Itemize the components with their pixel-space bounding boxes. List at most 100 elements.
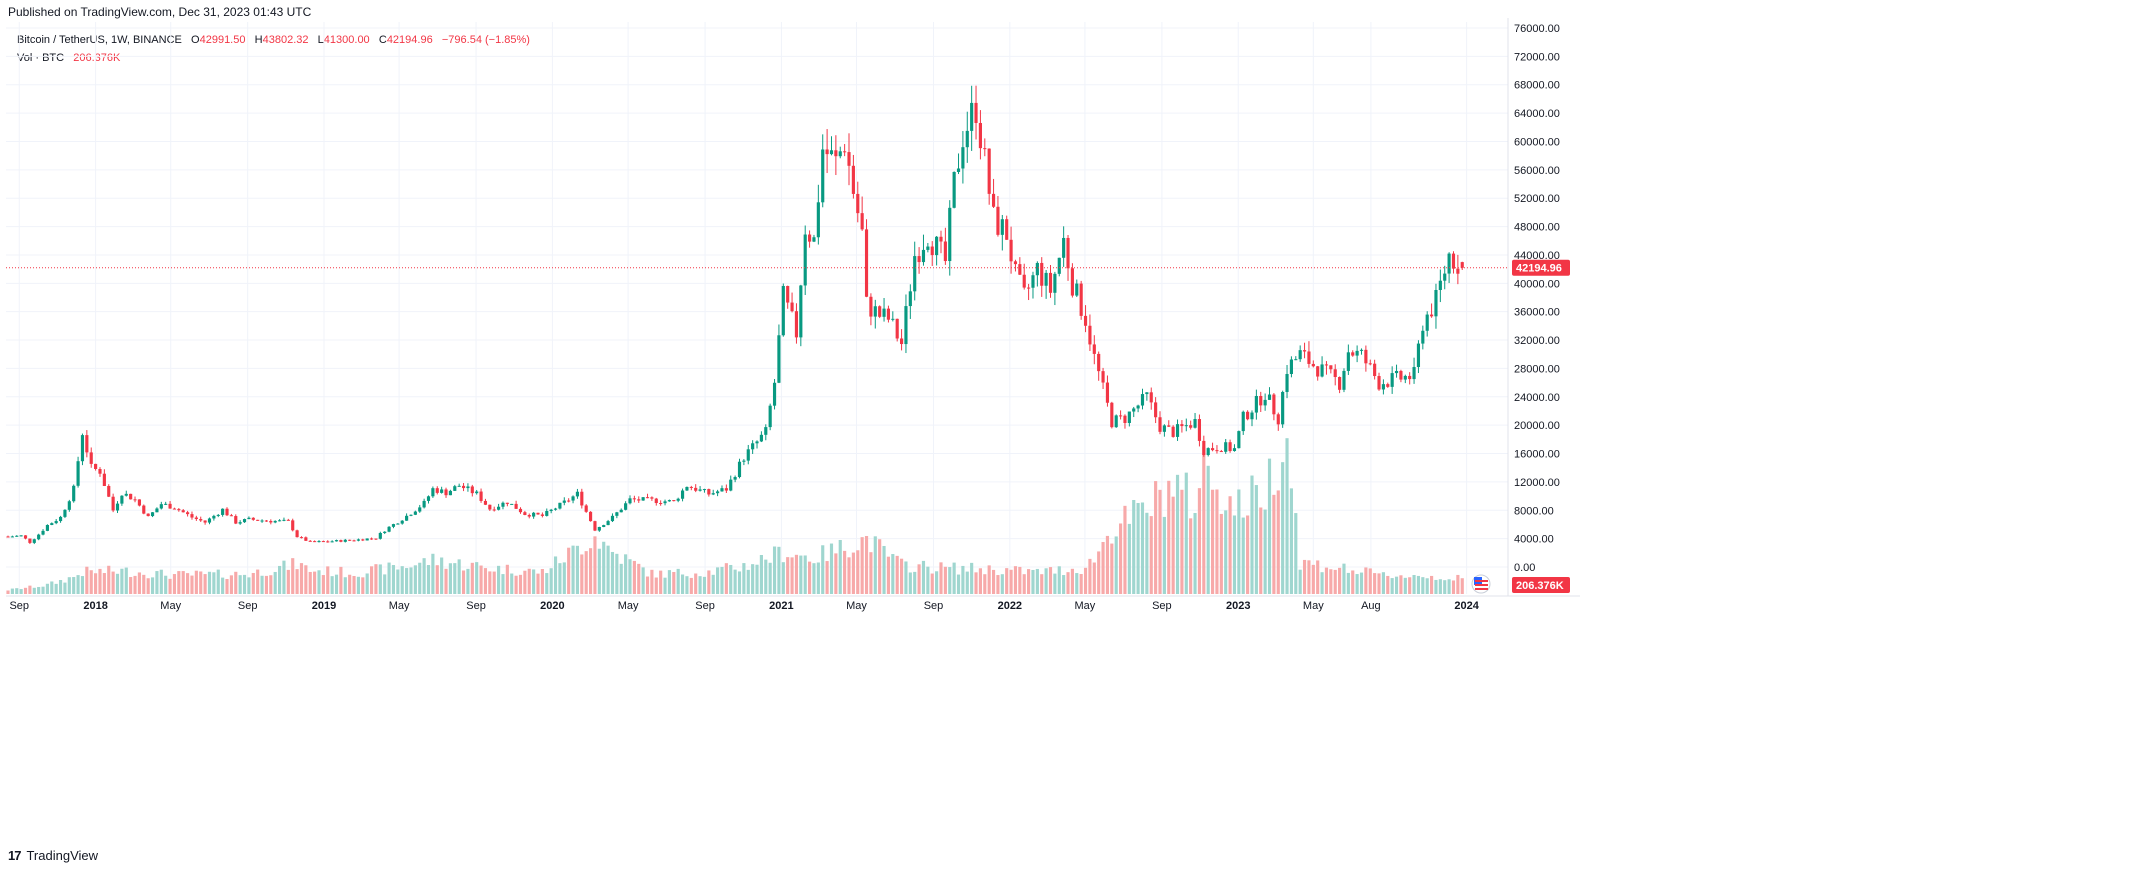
volume-bar bbox=[597, 548, 601, 594]
volume-bar bbox=[1053, 573, 1057, 594]
volume-bar bbox=[983, 574, 987, 594]
tradingview-footer[interactable]: 17 TradingView bbox=[8, 848, 98, 863]
volume-bar bbox=[295, 569, 299, 594]
volume-bar bbox=[1298, 569, 1302, 594]
volume-bar bbox=[637, 563, 641, 594]
volume-bar bbox=[282, 560, 286, 594]
candle-body bbox=[177, 509, 181, 511]
volume-bar bbox=[786, 557, 790, 594]
candle-body bbox=[247, 517, 251, 520]
candle-body bbox=[348, 539, 352, 541]
published-caption: Published on TradingView.com, Dec 31, 20… bbox=[8, 5, 312, 19]
us-flag-icon[interactable] bbox=[1471, 574, 1491, 594]
candle-body bbox=[1000, 219, 1004, 235]
volume-bar bbox=[847, 557, 851, 594]
volume-bar bbox=[317, 570, 321, 594]
volume-bar bbox=[864, 536, 869, 594]
candle-body bbox=[207, 518, 212, 523]
y-tick-label: 16000.00 bbox=[1514, 449, 1560, 461]
volume-bar bbox=[207, 571, 212, 594]
volume-bar bbox=[286, 569, 290, 594]
candle-body bbox=[628, 498, 632, 504]
candle-body bbox=[291, 520, 295, 531]
volume-bar bbox=[575, 545, 580, 594]
candle-body bbox=[326, 541, 330, 543]
candle-body bbox=[1329, 365, 1333, 370]
candle-body bbox=[155, 508, 159, 513]
volume-bar bbox=[199, 571, 203, 594]
volume-bar bbox=[996, 575, 1000, 594]
candle-body bbox=[777, 335, 781, 383]
candle-body bbox=[1018, 264, 1022, 275]
candle-body bbox=[637, 499, 641, 501]
volume-bar bbox=[615, 553, 619, 594]
candle-body bbox=[847, 152, 851, 166]
volume-bar bbox=[203, 574, 207, 594]
candle-body bbox=[1079, 283, 1083, 316]
volume-bar bbox=[453, 563, 457, 594]
candle-body bbox=[1425, 314, 1429, 331]
candle-body bbox=[759, 434, 763, 442]
x-tick-label: 2023 bbox=[1226, 600, 1250, 612]
candle-body bbox=[514, 503, 518, 509]
candle-body bbox=[221, 508, 225, 515]
candle-body bbox=[466, 486, 470, 489]
volume-bar bbox=[1228, 496, 1232, 594]
candle-body bbox=[168, 503, 172, 509]
candle-body bbox=[716, 491, 720, 494]
candle-body bbox=[685, 486, 689, 491]
volume-bar bbox=[1040, 574, 1044, 594]
volume-bar bbox=[137, 572, 141, 594]
volume-bar bbox=[146, 578, 150, 594]
volume-bar bbox=[1237, 489, 1241, 594]
volume-bar bbox=[588, 548, 593, 594]
volume-bar bbox=[825, 561, 829, 594]
symbol-name[interactable]: Bitcoin / TetherUS, 1W, BINANCE bbox=[17, 34, 182, 46]
volume-bar bbox=[1171, 496, 1175, 594]
volume-bar bbox=[264, 575, 269, 594]
volume-bar bbox=[711, 574, 715, 594]
candle-body bbox=[808, 234, 812, 242]
volume-bar bbox=[843, 550, 847, 594]
volume-bar bbox=[107, 565, 111, 594]
y-tick-label: 12000.00 bbox=[1514, 477, 1560, 489]
volume-label[interactable]: Vol · BTC bbox=[17, 52, 65, 64]
candle-body bbox=[286, 519, 290, 521]
candle-body bbox=[1005, 219, 1009, 240]
y-tick-label: 40000.00 bbox=[1514, 278, 1560, 290]
y-tick-label: 72000.00 bbox=[1514, 51, 1560, 63]
volume-bar bbox=[1246, 515, 1250, 594]
candle-body bbox=[952, 171, 956, 208]
candle-body bbox=[1254, 395, 1258, 413]
volume-bar bbox=[308, 571, 312, 594]
volume-bar bbox=[1412, 574, 1416, 594]
volume-bar bbox=[505, 564, 509, 594]
volume-value: 206.376K bbox=[73, 52, 121, 64]
volume-bar bbox=[28, 585, 32, 594]
candle-body bbox=[199, 519, 203, 521]
last-price-tag: 42194.96 bbox=[1512, 259, 1570, 276]
volume-bar bbox=[339, 566, 343, 594]
candle-body bbox=[76, 461, 80, 486]
volume-bar bbox=[41, 586, 45, 594]
volume-bar bbox=[405, 568, 409, 594]
volume-bar bbox=[527, 568, 531, 594]
volume-bar bbox=[260, 575, 264, 594]
volume-bar bbox=[571, 545, 575, 594]
volume-bar bbox=[435, 565, 439, 594]
volume-bar bbox=[869, 552, 873, 594]
volume-bar bbox=[1149, 516, 1153, 594]
candle-body bbox=[1119, 415, 1123, 417]
volume-bar bbox=[1394, 576, 1399, 594]
volume-bar bbox=[190, 575, 194, 594]
candle-body bbox=[339, 540, 343, 542]
candle-body bbox=[448, 490, 452, 496]
volume-bar bbox=[479, 565, 483, 594]
candle-body bbox=[1285, 373, 1289, 392]
candle-body bbox=[1210, 448, 1215, 451]
candle-body bbox=[304, 537, 308, 541]
candle-body bbox=[654, 498, 658, 504]
volume-bar bbox=[72, 577, 76, 594]
candle-body bbox=[597, 526, 601, 531]
